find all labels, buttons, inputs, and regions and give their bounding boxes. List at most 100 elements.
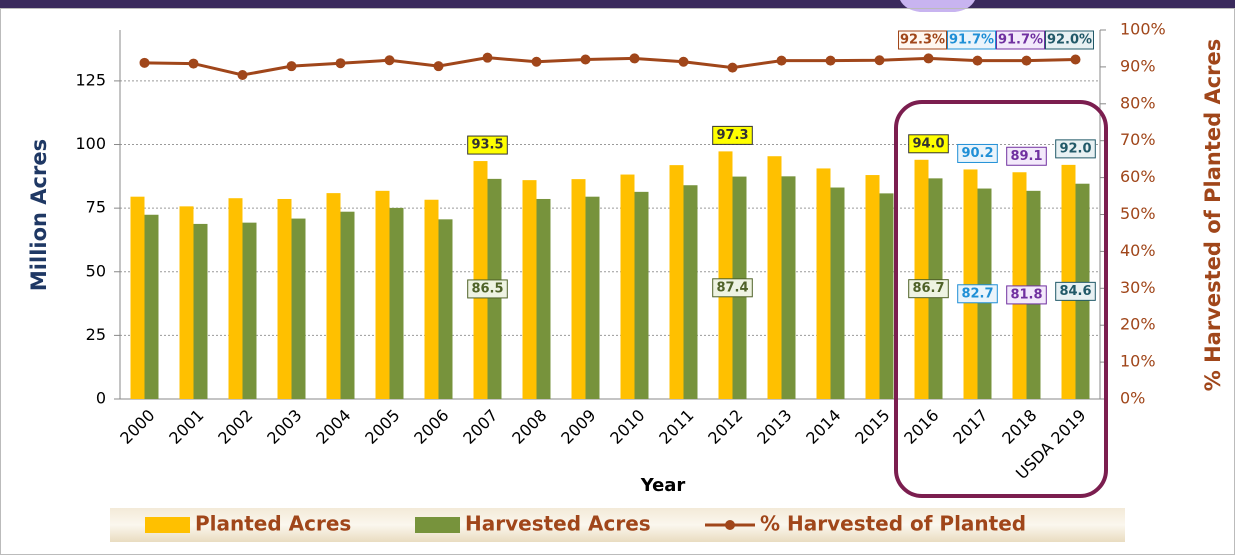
bar xyxy=(228,198,243,399)
data-label: 92.3% xyxy=(900,33,945,48)
bar xyxy=(816,168,831,399)
y2-tick-label: 80% xyxy=(1120,93,1156,112)
y-tick-label: 25 xyxy=(86,325,106,344)
y2-tick-label: 0% xyxy=(1120,389,1145,408)
bar xyxy=(536,198,551,399)
y2-tick-label: 90% xyxy=(1120,56,1156,75)
line-marker xyxy=(1070,54,1081,65)
x-tick-label: 2006 xyxy=(410,406,452,448)
line-marker xyxy=(1021,55,1032,66)
line-marker xyxy=(825,55,836,66)
x-tick-label: 2015 xyxy=(851,406,893,448)
bar xyxy=(522,180,537,399)
x-tick-label: 2004 xyxy=(312,406,354,448)
data-label-box xyxy=(996,30,1045,50)
x-tick-label: 2018 xyxy=(998,406,1040,448)
x-tick-label: 2012 xyxy=(704,406,746,448)
y2-tick-label: 20% xyxy=(1120,315,1156,334)
data-label: 93.5 xyxy=(471,138,503,153)
bar xyxy=(585,196,600,399)
bar xyxy=(389,207,404,399)
highlight-box xyxy=(894,100,1108,498)
top-band xyxy=(0,0,1235,8)
line-marker xyxy=(972,55,983,66)
bar xyxy=(963,169,978,399)
x-tick-label: 2002 xyxy=(214,406,256,448)
line xyxy=(144,56,1076,77)
y2-tick-label: 50% xyxy=(1120,204,1156,223)
data-label-box xyxy=(947,30,996,50)
legend-label: Harvested Acres xyxy=(465,512,651,536)
legend-band xyxy=(110,508,1125,542)
legend-swatch xyxy=(415,517,460,533)
data-label-box xyxy=(1006,146,1047,166)
bar xyxy=(340,211,355,399)
data-label-box xyxy=(908,134,949,154)
line-marker xyxy=(776,55,787,66)
bar xyxy=(291,218,306,399)
line-marker xyxy=(923,53,934,64)
y-axis-title: Million Acres xyxy=(27,139,51,291)
y2-axis-title: % Harvested of Planted Acres xyxy=(1201,39,1225,392)
data-label: 86.7 xyxy=(912,281,944,296)
line-marker xyxy=(286,61,297,72)
bar xyxy=(179,206,194,399)
y-tick-label: 125 xyxy=(75,70,106,89)
x-tick-label: 2011 xyxy=(655,406,697,448)
bar xyxy=(879,193,894,399)
x-tick-label: 2001 xyxy=(165,406,207,448)
data-label: 90.2 xyxy=(961,146,993,161)
x-axis-title: Year xyxy=(640,475,686,496)
y-tick-label: 0 xyxy=(96,389,106,408)
data-label: 87.4 xyxy=(716,280,748,295)
data-label-box xyxy=(957,143,998,163)
data-label: 92.0% xyxy=(1047,33,1092,48)
top-tab xyxy=(900,0,975,12)
bar xyxy=(683,185,698,399)
bar xyxy=(193,223,208,399)
bar xyxy=(830,187,845,399)
line-marker xyxy=(580,54,591,65)
bar xyxy=(144,214,159,399)
y2-tick-label: 60% xyxy=(1120,167,1156,186)
data-label-box xyxy=(1055,139,1096,159)
legend-label: Planted Acres xyxy=(195,512,351,536)
data-label-box xyxy=(908,279,949,299)
x-tick-label: 2008 xyxy=(508,406,550,448)
data-label-box xyxy=(712,278,753,298)
bar xyxy=(424,199,439,399)
data-label-box xyxy=(467,135,508,155)
y2-tick-label: 10% xyxy=(1120,352,1156,371)
x-tick-label: 2010 xyxy=(606,406,648,448)
line-marker xyxy=(482,52,493,63)
data-label-box xyxy=(712,125,753,145)
data-label-box xyxy=(898,30,947,50)
bar xyxy=(620,174,635,399)
bar xyxy=(767,156,782,399)
data-label-box xyxy=(1006,285,1047,305)
x-tick-label: 2013 xyxy=(753,406,795,448)
y2-tick-label: 30% xyxy=(1120,278,1156,297)
y2-tick-label: 70% xyxy=(1120,130,1156,149)
x-tick-label: 2014 xyxy=(802,406,844,448)
y2-tick-label: 40% xyxy=(1120,241,1156,260)
line-marker xyxy=(384,55,395,66)
bar xyxy=(242,222,257,399)
data-label: 86.5 xyxy=(471,281,503,296)
x-tick-label: 2000 xyxy=(116,406,158,448)
line-marker xyxy=(188,58,199,69)
data-label: 82.7 xyxy=(961,286,993,301)
bar xyxy=(634,191,649,399)
data-label-box xyxy=(467,279,508,299)
data-label-box xyxy=(1045,30,1094,50)
bar xyxy=(438,219,453,399)
data-label: 97.3 xyxy=(716,128,748,143)
line-marker xyxy=(678,56,689,67)
line-marker xyxy=(727,62,738,73)
data-label: 81.8 xyxy=(1010,287,1042,302)
bar xyxy=(326,193,341,399)
x-tick-label: 2017 xyxy=(949,406,991,448)
bar xyxy=(865,175,880,399)
bar xyxy=(718,151,733,399)
line-marker xyxy=(874,55,885,66)
